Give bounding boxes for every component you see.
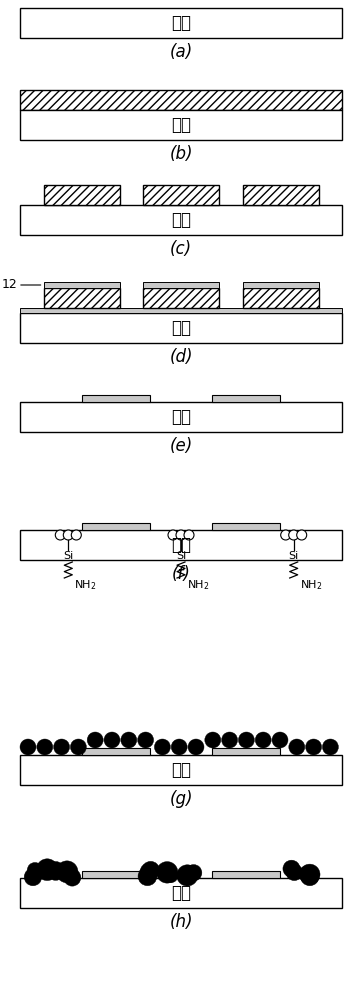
Circle shape: [323, 739, 338, 755]
Bar: [20, 313, 342, 343]
Circle shape: [289, 530, 299, 540]
Circle shape: [37, 739, 53, 755]
Circle shape: [70, 739, 87, 755]
Text: 石英: 石英: [171, 211, 191, 229]
Text: 石英: 石英: [171, 761, 191, 779]
Circle shape: [239, 732, 254, 748]
Circle shape: [46, 862, 65, 880]
Text: NH$_2$: NH$_2$: [74, 578, 97, 592]
Circle shape: [36, 859, 58, 881]
Circle shape: [300, 867, 319, 886]
Circle shape: [297, 530, 307, 540]
Bar: [20, 755, 342, 785]
Circle shape: [286, 864, 303, 881]
Bar: [212, 395, 280, 402]
Circle shape: [188, 739, 204, 755]
Circle shape: [156, 862, 178, 883]
Bar: [143, 185, 219, 205]
Circle shape: [63, 530, 73, 540]
Bar: [20, 530, 342, 560]
Circle shape: [71, 530, 81, 540]
Text: 石英: 石英: [171, 536, 191, 554]
Bar: [82, 395, 150, 402]
Bar: [20, 402, 342, 432]
Circle shape: [299, 864, 320, 885]
Text: (h): (h): [169, 913, 193, 931]
Bar: [243, 282, 319, 288]
Circle shape: [56, 861, 78, 883]
Circle shape: [306, 739, 321, 755]
Bar: [82, 871, 150, 878]
Text: 石英: 石英: [171, 319, 191, 337]
Bar: [212, 871, 280, 878]
Bar: [82, 748, 150, 755]
Text: (d): (d): [169, 348, 193, 366]
Circle shape: [286, 862, 300, 877]
Circle shape: [176, 530, 186, 540]
Circle shape: [168, 530, 178, 540]
Circle shape: [27, 862, 43, 878]
Circle shape: [177, 865, 198, 886]
Text: Si: Si: [176, 551, 186, 561]
Circle shape: [121, 732, 137, 748]
Text: (f): (f): [172, 565, 190, 583]
Text: 石英: 石英: [171, 408, 191, 426]
Circle shape: [87, 732, 103, 748]
Bar: [143, 282, 219, 288]
Circle shape: [24, 868, 42, 886]
Bar: [20, 110, 342, 140]
Text: Si: Si: [289, 551, 299, 561]
Text: 石英: 石英: [171, 884, 191, 902]
Bar: [212, 748, 280, 755]
Bar: [20, 308, 342, 313]
Text: (a): (a): [169, 43, 193, 61]
Bar: [20, 205, 342, 235]
Circle shape: [140, 863, 158, 881]
Bar: [20, 8, 342, 38]
Circle shape: [66, 871, 80, 885]
Circle shape: [299, 866, 316, 882]
Text: 12: 12: [2, 278, 18, 292]
Circle shape: [138, 732, 153, 748]
Bar: [82, 523, 150, 530]
Bar: [43, 185, 119, 205]
Bar: [243, 185, 319, 205]
Circle shape: [185, 865, 202, 881]
Circle shape: [283, 860, 300, 877]
Text: (g): (g): [169, 790, 193, 808]
Circle shape: [55, 530, 65, 540]
Text: (b): (b): [169, 145, 193, 163]
Bar: [20, 878, 342, 908]
Circle shape: [205, 732, 221, 748]
Text: 石英: 石英: [171, 116, 191, 134]
Circle shape: [54, 739, 70, 755]
Circle shape: [171, 739, 187, 755]
Bar: [243, 288, 319, 308]
Text: NH$_2$: NH$_2$: [187, 578, 210, 592]
Circle shape: [155, 739, 171, 755]
Circle shape: [222, 732, 237, 748]
Circle shape: [272, 732, 288, 748]
Text: Si: Si: [63, 551, 73, 561]
Circle shape: [104, 732, 120, 748]
Circle shape: [20, 739, 36, 755]
Bar: [43, 288, 119, 308]
Text: 石英: 石英: [171, 14, 191, 32]
Circle shape: [64, 869, 81, 886]
Bar: [143, 288, 219, 308]
Circle shape: [255, 732, 271, 748]
Text: (c): (c): [170, 240, 192, 258]
Text: NH$_2$: NH$_2$: [300, 578, 322, 592]
Circle shape: [289, 739, 305, 755]
Circle shape: [138, 867, 157, 886]
Circle shape: [164, 869, 178, 883]
Bar: [43, 282, 119, 288]
Bar: [212, 523, 280, 530]
Text: (e): (e): [169, 437, 193, 455]
Circle shape: [281, 530, 291, 540]
Circle shape: [142, 861, 160, 879]
Bar: [20, 90, 342, 110]
Circle shape: [184, 866, 199, 881]
Circle shape: [184, 530, 194, 540]
